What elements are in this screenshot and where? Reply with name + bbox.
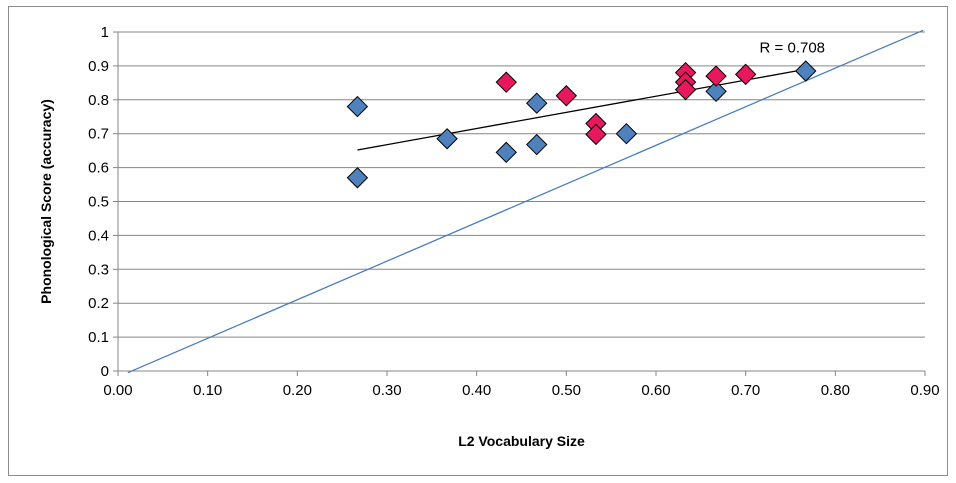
axes <box>113 31 926 376</box>
x-tick-label: 0.00 <box>103 382 132 399</box>
pink-data-point <box>495 71 517 93</box>
correlation-annotation: R = 0.708 <box>760 39 825 56</box>
blue-data-point <box>795 60 817 82</box>
blue-data-point <box>436 128 458 150</box>
y-tick-label: 0.7 <box>88 126 109 143</box>
trendline <box>357 68 806 151</box>
chart-frame: 0 0.1 0.2 0.3 0.4 0.5 0.6 0.7 0.8 0.9 1 0.00 0.10 0.2… <box>8 6 948 476</box>
pink-data-point <box>555 85 578 107</box>
blue-data-point <box>615 122 638 145</box>
x-tick-label: 0.10 <box>193 382 222 399</box>
x-tick-label: 0.70 <box>731 382 760 399</box>
y-tick-label: 0.4 <box>88 227 109 244</box>
y-tick-label: 0.9 <box>88 58 109 75</box>
reference-line-layer <box>127 29 924 374</box>
pink-data-point <box>705 65 727 87</box>
x-tick-label: 0.80 <box>821 382 850 399</box>
blue-data-point <box>346 167 369 189</box>
x-tick-label: 0.90 <box>910 382 939 399</box>
x-tick-label: 0.20 <box>283 382 312 399</box>
x-tick-label: 0.30 <box>372 382 401 399</box>
x-tick-label: 0.50 <box>552 382 581 399</box>
y-tick-label: 0 <box>101 363 109 380</box>
reference-line <box>127 29 924 374</box>
y-tick-label: 0.2 <box>88 295 109 312</box>
gridlines <box>118 31 925 338</box>
pink-data-point <box>734 63 757 86</box>
blue-data-point <box>705 80 727 103</box>
x-tick-label: 0.40 <box>462 382 491 399</box>
y-tick-label: 1 <box>101 24 109 41</box>
tick-labels: 0 0.1 0.2 0.3 0.4 0.5 0.6 0.7 0.8 0.9 1 0.00 0.10 0.2… <box>88 24 939 399</box>
blue-data-point <box>526 133 548 156</box>
y-tick-label: 0.1 <box>88 329 109 346</box>
x-axis-title: L2 Vocabulary Size <box>458 433 585 449</box>
y-tick-label: 0.3 <box>88 261 109 278</box>
blue-data-point <box>346 95 369 118</box>
y-tick-label: 0.5 <box>88 194 109 211</box>
y-tick-label: 0.8 <box>88 92 109 109</box>
pink-data-point <box>585 123 607 146</box>
y-tick-label: 0.6 <box>88 160 109 177</box>
x-tick-label: 0.60 <box>641 382 670 399</box>
data-points <box>346 60 817 189</box>
scatter-chart: 0 0.1 0.2 0.3 0.4 0.5 0.6 0.7 0.8 0.9 1 0.00 0.10 0.2… <box>38 24 940 449</box>
pink-data-point <box>674 78 697 101</box>
y-axis-title: Phonological Score (accuracy) <box>38 99 54 304</box>
blue-data-point <box>495 141 517 164</box>
blue-data-point <box>526 92 548 114</box>
trendline-layer <box>357 68 806 151</box>
